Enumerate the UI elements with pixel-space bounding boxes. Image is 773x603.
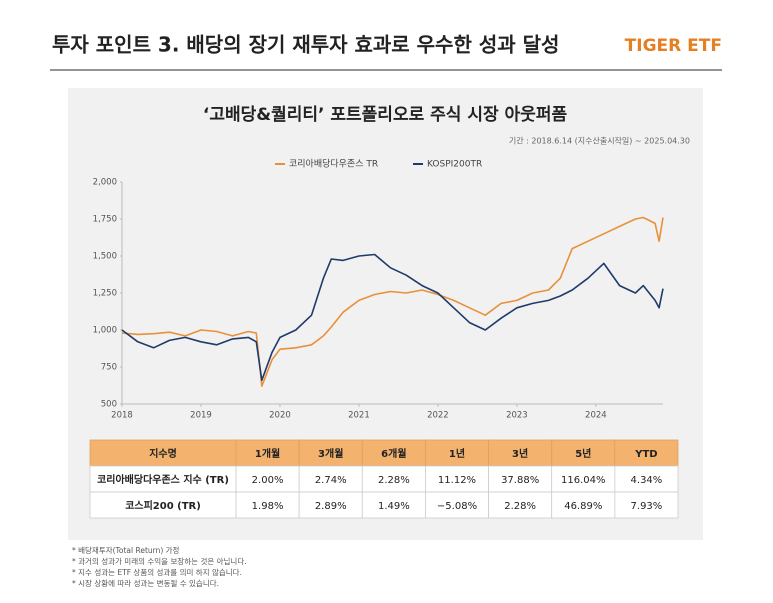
chart-subtitle: 기간 : 2018.6.14 (지수산출시작일) ~ 2025.04.30	[509, 136, 690, 146]
table-header: 3년	[512, 447, 528, 460]
chart-title: ‘고배당&퀄리티’ 포트폴리오로 주식 시장 아웃퍼폼	[203, 105, 568, 125]
table-cell	[298, 465, 363, 493]
footnote: * 시장 상황에 따라 성과는 변동될 수 있습니다.	[72, 578, 219, 588]
table-text: 2.28%	[378, 475, 410, 486]
table-text: 2.00%	[252, 475, 284, 486]
series-line	[121, 253, 664, 382]
x-tick-label: 2018	[111, 411, 133, 421]
series-line	[121, 216, 664, 387]
legend-label: 코리아배당다우존스 TR	[289, 159, 378, 170]
table-cell	[361, 491, 426, 519]
table-text: 116.04%	[561, 475, 606, 486]
table-cell	[488, 465, 553, 493]
x-tick-label: 2024	[585, 411, 607, 421]
table-cell	[89, 491, 237, 519]
y-tick-label: 2,000	[93, 178, 117, 188]
footnotes: * 배당재투자(Total Return) 가정* 과거의 성과가 미래의 수익…	[72, 545, 247, 588]
x-tick-label: 2022	[427, 411, 449, 421]
table-text: 2.74%	[315, 475, 347, 486]
legend-label: KOSPI200TR	[427, 160, 482, 170]
table-text: 2.89%	[315, 501, 347, 512]
table-cell	[298, 491, 363, 519]
table-text: 1.98%	[252, 501, 284, 512]
y-tick-label: 1,500	[93, 252, 117, 262]
table-cell	[425, 439, 489, 467]
x-tick-label: 2020	[269, 411, 291, 421]
table-text: 2.28%	[504, 501, 536, 512]
table: 지수명 1개월 3개월 6개월 1년 3년 5년 YTD 코리아배당다우존스 지수 (TR) 2.…	[89, 439, 679, 519]
y-tick-label: 1,750	[93, 215, 117, 225]
table-cell	[551, 491, 616, 519]
x-tick-label: 2019	[190, 411, 212, 421]
table-cell	[235, 465, 300, 493]
table-text: 4.34%	[631, 475, 663, 486]
table-cell	[89, 465, 237, 493]
page-title: 투자 포인트 3. 배당의 장기 재투자 효과로 우수한 성과 달성	[52, 33, 559, 57]
table-cell	[551, 465, 616, 493]
table-cell	[361, 439, 426, 467]
x-tick-label: 2023	[506, 411, 528, 421]
footnote: * 과거의 성과가 미래의 수익을 보장하는 것은 아닙니다.	[72, 556, 247, 566]
table-text: 11.12%	[438, 475, 476, 486]
table-text: −5.08%	[437, 501, 477, 512]
table-cell	[551, 439, 616, 467]
y-tick-label: 1,000	[93, 326, 117, 336]
table-cell	[614, 439, 679, 467]
table-header: 1년	[449, 447, 465, 460]
table-text: 코리아배당다우존스 지수 (TR)	[97, 473, 229, 486]
footnote: * 지수 성과는 ETF 상품의 성과를 의미 하지 않습니다.	[72, 567, 242, 577]
table-cell	[425, 465, 489, 493]
table-header: 1개월	[255, 447, 280, 460]
y-tick-label: 750	[101, 363, 117, 373]
y-tick-label: 1,250	[93, 289, 117, 299]
table-text: 코스피200 (TR)	[125, 499, 201, 512]
table-header: 지수명	[149, 447, 177, 460]
table-header: 5년	[575, 447, 591, 460]
table-header: 3개월	[318, 447, 343, 460]
table-text: 37.88%	[501, 475, 539, 486]
table-text: 7.93%	[631, 501, 663, 512]
table-text: 46.89%	[564, 501, 602, 512]
table-cell	[614, 465, 679, 493]
x-tick-label: 2021	[348, 411, 370, 421]
y-tick-label: 500	[101, 400, 117, 410]
table-cell	[614, 491, 679, 519]
table-header: YTD	[634, 449, 657, 460]
table-text: 1.49%	[378, 501, 410, 512]
table-header: 6개월	[381, 447, 406, 460]
logo: TIGER ETF	[625, 36, 722, 56]
footnote: * 배당재투자(Total Return) 가정	[72, 545, 179, 555]
chart-layer: 500 750 1,000 1,250 1,500 1,750 2,000 2018 2019 2…	[93, 159, 664, 421]
